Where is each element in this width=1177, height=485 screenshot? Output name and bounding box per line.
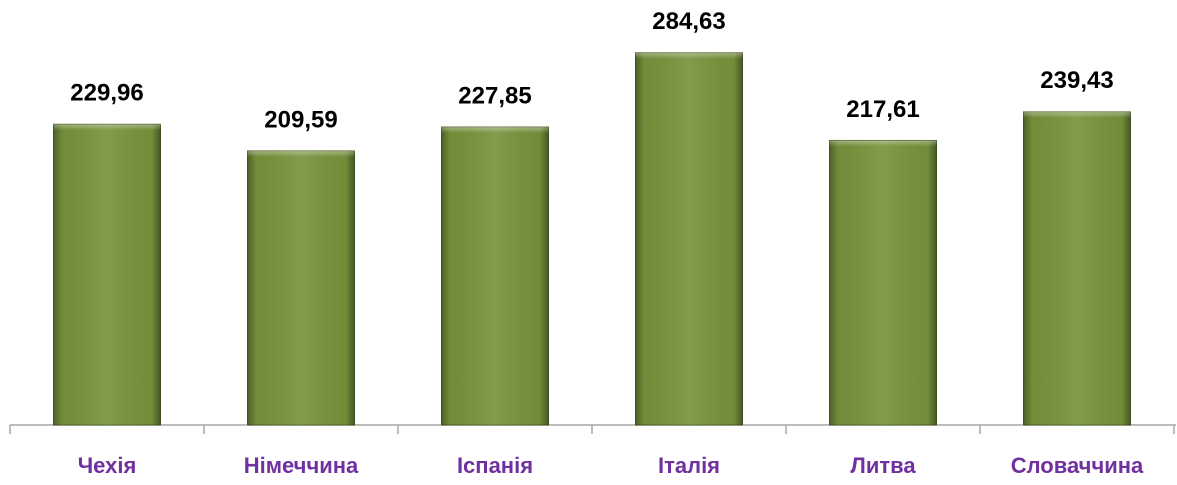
data-label: 227,85 (458, 82, 531, 109)
x-tick-label: Німеччина (244, 453, 359, 478)
bar-top (635, 52, 743, 59)
bar-shade (53, 124, 161, 425)
x-tick-label: Італія (658, 453, 720, 478)
bar-shade (1023, 111, 1131, 425)
bar-top (247, 150, 355, 157)
x-tick-label: Іспанія (457, 453, 533, 478)
bar-top (829, 140, 937, 147)
bar-top (1023, 111, 1131, 118)
data-label: 239,43 (1040, 67, 1113, 94)
bar-top (53, 124, 161, 131)
x-tick-label: Чехія (78, 453, 137, 478)
bar-shade (635, 52, 743, 426)
bar-top (441, 127, 549, 134)
x-tick-label: Словаччина (1011, 453, 1144, 478)
bar-shade (247, 150, 355, 425)
data-label: 284,63 (652, 8, 725, 35)
x-tick-label: Литва (850, 453, 916, 478)
bar-shade (441, 127, 549, 426)
data-label: 217,61 (846, 96, 919, 123)
bar-shade (829, 140, 937, 425)
data-label: 229,96 (70, 80, 143, 107)
data-label: 209,59 (264, 106, 337, 133)
